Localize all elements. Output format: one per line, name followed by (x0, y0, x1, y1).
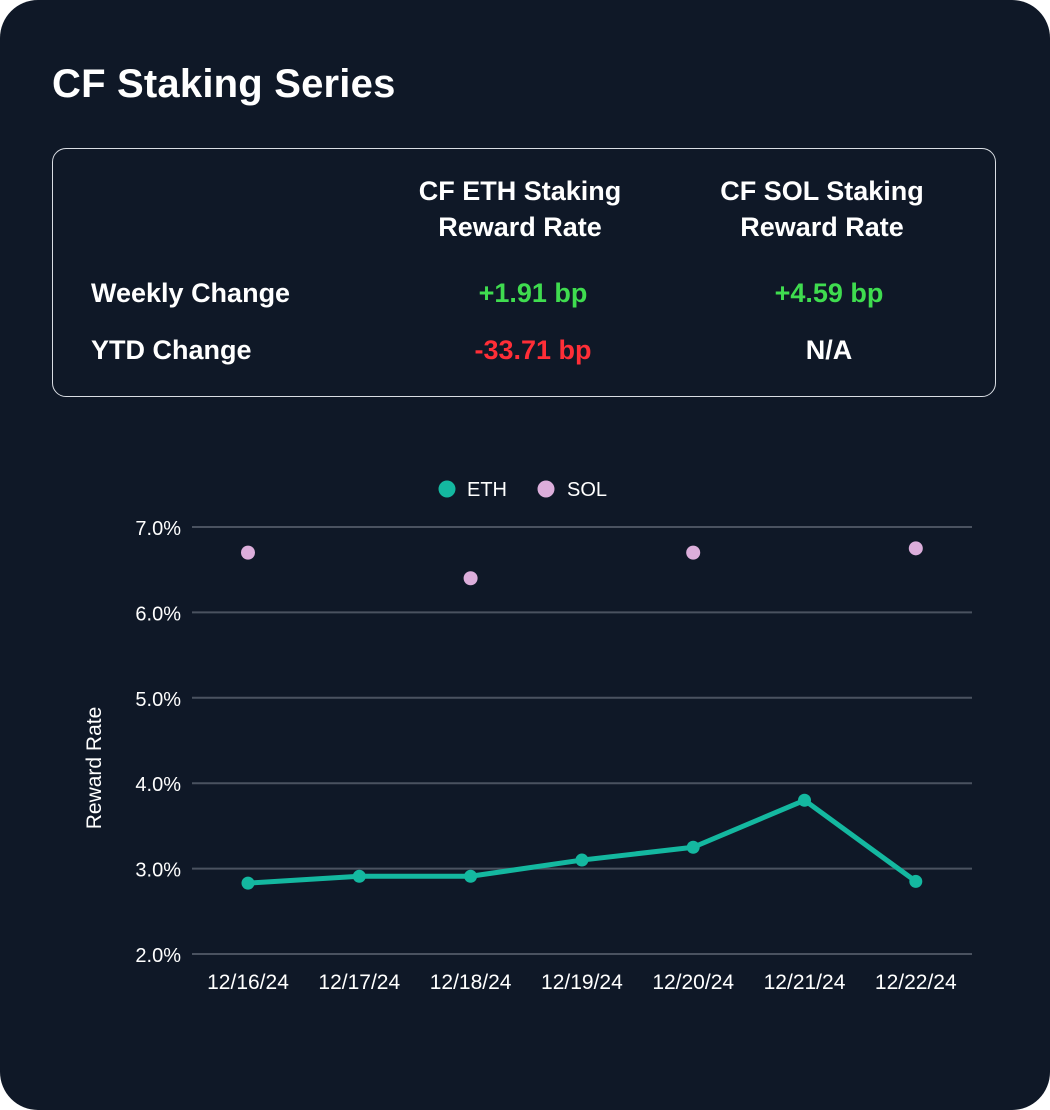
data-point-eth[interactable] (575, 853, 589, 867)
y-tick-label: 5.0% (135, 689, 181, 711)
y-tick-label: 2.0% (135, 945, 181, 967)
column-header-eth-line1: CF ETH Staking (418, 176, 622, 206)
column-header-sol-line2: Reward Rate (740, 212, 904, 242)
legend-sol-label: SOL (567, 479, 607, 501)
data-point-sol[interactable] (908, 541, 923, 556)
data-point-eth[interactable] (464, 869, 478, 883)
column-header-eth: CF ETH Staking Reward Rate (370, 173, 670, 245)
x-axis-ticks: 12/16/24 12/17/24 12/18/24 12/19/24 12/20/24… (207, 971, 957, 994)
y-tick-label: 4.0% (135, 774, 181, 796)
y-axis-ticks: 2.0% 3.0% 4.0% 5.0% 6.0% 7.0% (135, 518, 181, 967)
ytd-change-eth-value: -33.71 bp (474, 335, 592, 365)
legend-eth-marker (438, 480, 456, 498)
y-axis-label: Reward Rate (83, 707, 106, 830)
weekly-change-eth-value: +1.91 bp (478, 278, 588, 308)
legend-eth-label: ETH (467, 479, 507, 501)
summary-table: CF ETH Staking Reward Rate CF SOL Stakin… (52, 148, 996, 397)
y-tick-label: 7.0% (135, 518, 181, 540)
y-tick-label: 3.0% (135, 860, 181, 882)
data-point-eth[interactable] (909, 874, 923, 888)
column-header-eth-line2: Reward Rate (438, 212, 602, 242)
data-point-eth[interactable] (241, 876, 255, 890)
x-tick-label: 12/18/24 (430, 971, 512, 994)
page-title: CF Staking Series (52, 62, 396, 106)
data-point-eth[interactable] (798, 793, 811, 807)
x-tick-label: 12/19/24 (541, 971, 623, 994)
x-tick-label: 12/21/24 (764, 971, 846, 994)
data-point-sol[interactable] (686, 545, 701, 560)
series-eth (241, 793, 923, 890)
x-tick-label: 12/20/24 (652, 971, 734, 994)
column-header-sol: CF SOL Staking Reward Rate (672, 173, 972, 245)
data-point-eth[interactable] (686, 840, 700, 854)
series-sol (241, 541, 923, 586)
series-line-eth (245, 797, 919, 886)
x-tick-label: 12/17/24 (318, 971, 400, 994)
data-point-sol[interactable] (241, 545, 255, 560)
y-tick-label: 6.0% (135, 603, 181, 625)
data-point-sol[interactable] (463, 571, 478, 586)
series (241, 541, 923, 890)
ytd-change-sol-value: N/A (805, 335, 853, 365)
x-tick-label: 12/16/24 (207, 971, 289, 994)
row-label-weekly-change: Weekly Change (91, 278, 291, 308)
legend-sol-marker (537, 480, 555, 498)
x-tick-label: 12/22/24 (875, 971, 957, 994)
weekly-change-sol-value: +4.59 bp (774, 278, 884, 308)
data-point-eth[interactable] (352, 869, 366, 883)
grid-lines (192, 526, 972, 955)
row-label-ytd-change: YTD Change (91, 335, 252, 365)
column-header-sol-line1: CF SOL Staking (720, 176, 924, 206)
legend[interactable]: ETH SOL (438, 479, 608, 501)
